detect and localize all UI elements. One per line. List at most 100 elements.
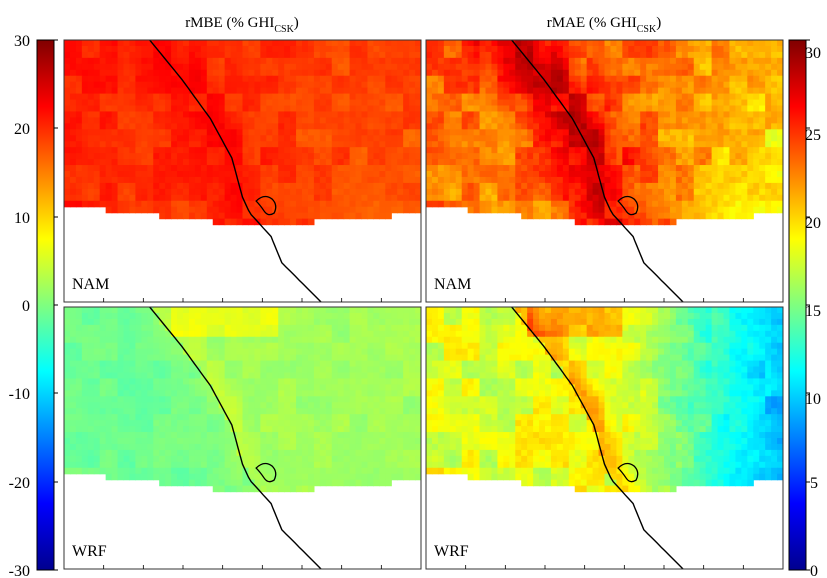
heatmap-cell — [177, 414, 184, 421]
heatmap-cell — [415, 200, 421, 208]
heatmap-cell — [729, 200, 736, 208]
heatmap-cell — [759, 75, 766, 83]
heatmap-cell — [236, 312, 244, 320]
heatmap-cell — [705, 123, 713, 130]
heatmap-cell — [123, 75, 131, 83]
heatmap-cell — [337, 426, 345, 433]
heatmap-cell — [426, 105, 433, 113]
heatmap-cell — [325, 390, 333, 397]
heatmap-cell — [735, 51, 742, 59]
heatmap-cell — [99, 129, 107, 136]
heatmap-cell — [81, 117, 89, 124]
heatmap-cell — [290, 212, 297, 220]
heatmap-cell — [278, 176, 285, 184]
heatmap-cell — [284, 182, 291, 190]
heatmap-cell — [687, 40, 695, 47]
heatmap-cell — [461, 165, 469, 172]
heatmap-cell — [194, 63, 202, 71]
heatmap-cell — [437, 141, 445, 148]
heatmap-cell — [183, 318, 190, 326]
heatmap-cell — [640, 188, 647, 196]
heatmap-cell — [759, 188, 766, 196]
heatmap-cell — [675, 212, 683, 220]
heatmap-cell — [81, 194, 89, 202]
heatmap-cell — [177, 432, 184, 439]
heatmap-cell — [426, 51, 433, 59]
heatmap-cell — [687, 81, 695, 89]
heatmap-cell — [302, 330, 309, 338]
heatmap-cell — [141, 438, 148, 445]
heatmap-cell — [391, 105, 398, 113]
heatmap-cell — [616, 200, 623, 208]
heatmap-cell — [539, 75, 546, 83]
heatmap-cell — [385, 384, 392, 391]
heatmap-cell — [640, 63, 647, 71]
heatmap-cell — [194, 45, 202, 53]
heatmap-cell — [105, 63, 113, 71]
heatmap-cell — [302, 141, 309, 148]
heatmap-cell — [580, 40, 588, 47]
heatmap-cell — [141, 324, 148, 332]
heatmap-cell — [105, 200, 113, 208]
heatmap-cell — [165, 348, 172, 356]
heatmap-cell — [194, 360, 202, 368]
heatmap-cell — [397, 414, 404, 421]
heatmap-cell — [123, 176, 131, 184]
heatmap-cell — [385, 402, 392, 409]
heatmap-cell — [777, 63, 783, 71]
heatmap-cell — [355, 75, 363, 83]
heatmap-cell — [550, 117, 558, 124]
heatmap-cell — [129, 105, 136, 113]
heatmap-cell — [260, 378, 267, 385]
heatmap-cell — [230, 330, 238, 338]
heatmap-cell — [165, 188, 172, 196]
heatmap-cell — [723, 206, 731, 214]
heatmap-cell — [349, 63, 357, 71]
heatmap-cell — [385, 117, 392, 124]
heatmap-cell — [93, 318, 101, 326]
heatmap-cell — [290, 51, 297, 59]
heatmap-cell — [747, 51, 754, 59]
heatmap-cell — [87, 420, 95, 427]
heatmap-cell — [254, 372, 261, 380]
heatmap-cell — [556, 75, 564, 83]
heatmap-cell — [75, 307, 83, 314]
heatmap-cell — [284, 51, 291, 59]
heatmap-cell — [533, 69, 540, 77]
heatmap-cell — [391, 426, 398, 433]
heatmap-cell — [236, 63, 244, 71]
heatmap-cell — [717, 69, 725, 77]
heatmap-cell — [449, 159, 457, 166]
heatmap-cell — [290, 105, 297, 113]
heatmap-cell — [337, 93, 345, 101]
heatmap-cell — [556, 171, 564, 178]
heatmap-cell — [171, 141, 178, 148]
heatmap-cell — [634, 135, 641, 142]
heatmap-cell — [194, 206, 202, 214]
heatmap-cell — [266, 384, 273, 391]
heatmap-cell — [545, 212, 552, 220]
heatmap-cell — [290, 432, 297, 439]
heatmap-cell — [206, 45, 214, 53]
heatmap-cell — [604, 218, 612, 226]
heatmap-cell — [272, 69, 279, 77]
heatmap-cell — [159, 420, 166, 427]
heatmap-cell — [165, 384, 172, 391]
heatmap-cell — [123, 45, 131, 53]
heatmap-cell — [355, 147, 363, 154]
heatmap-cell — [177, 372, 184, 380]
heatmap-cell — [171, 414, 178, 421]
heatmap-cell — [693, 111, 701, 118]
heatmap-cell — [415, 63, 421, 71]
heatmap-cell — [325, 408, 333, 415]
heatmap-cell — [147, 188, 154, 196]
heatmap-cell — [533, 81, 540, 89]
heatmap-cell — [236, 402, 244, 409]
heatmap-cell — [343, 40, 351, 47]
heatmap-cell — [319, 81, 327, 89]
heatmap-cell — [87, 182, 95, 190]
heatmap-cell — [266, 414, 273, 421]
heatmap-cell — [373, 402, 380, 409]
heatmap-cell — [230, 324, 238, 332]
heatmap-cell — [177, 426, 184, 433]
